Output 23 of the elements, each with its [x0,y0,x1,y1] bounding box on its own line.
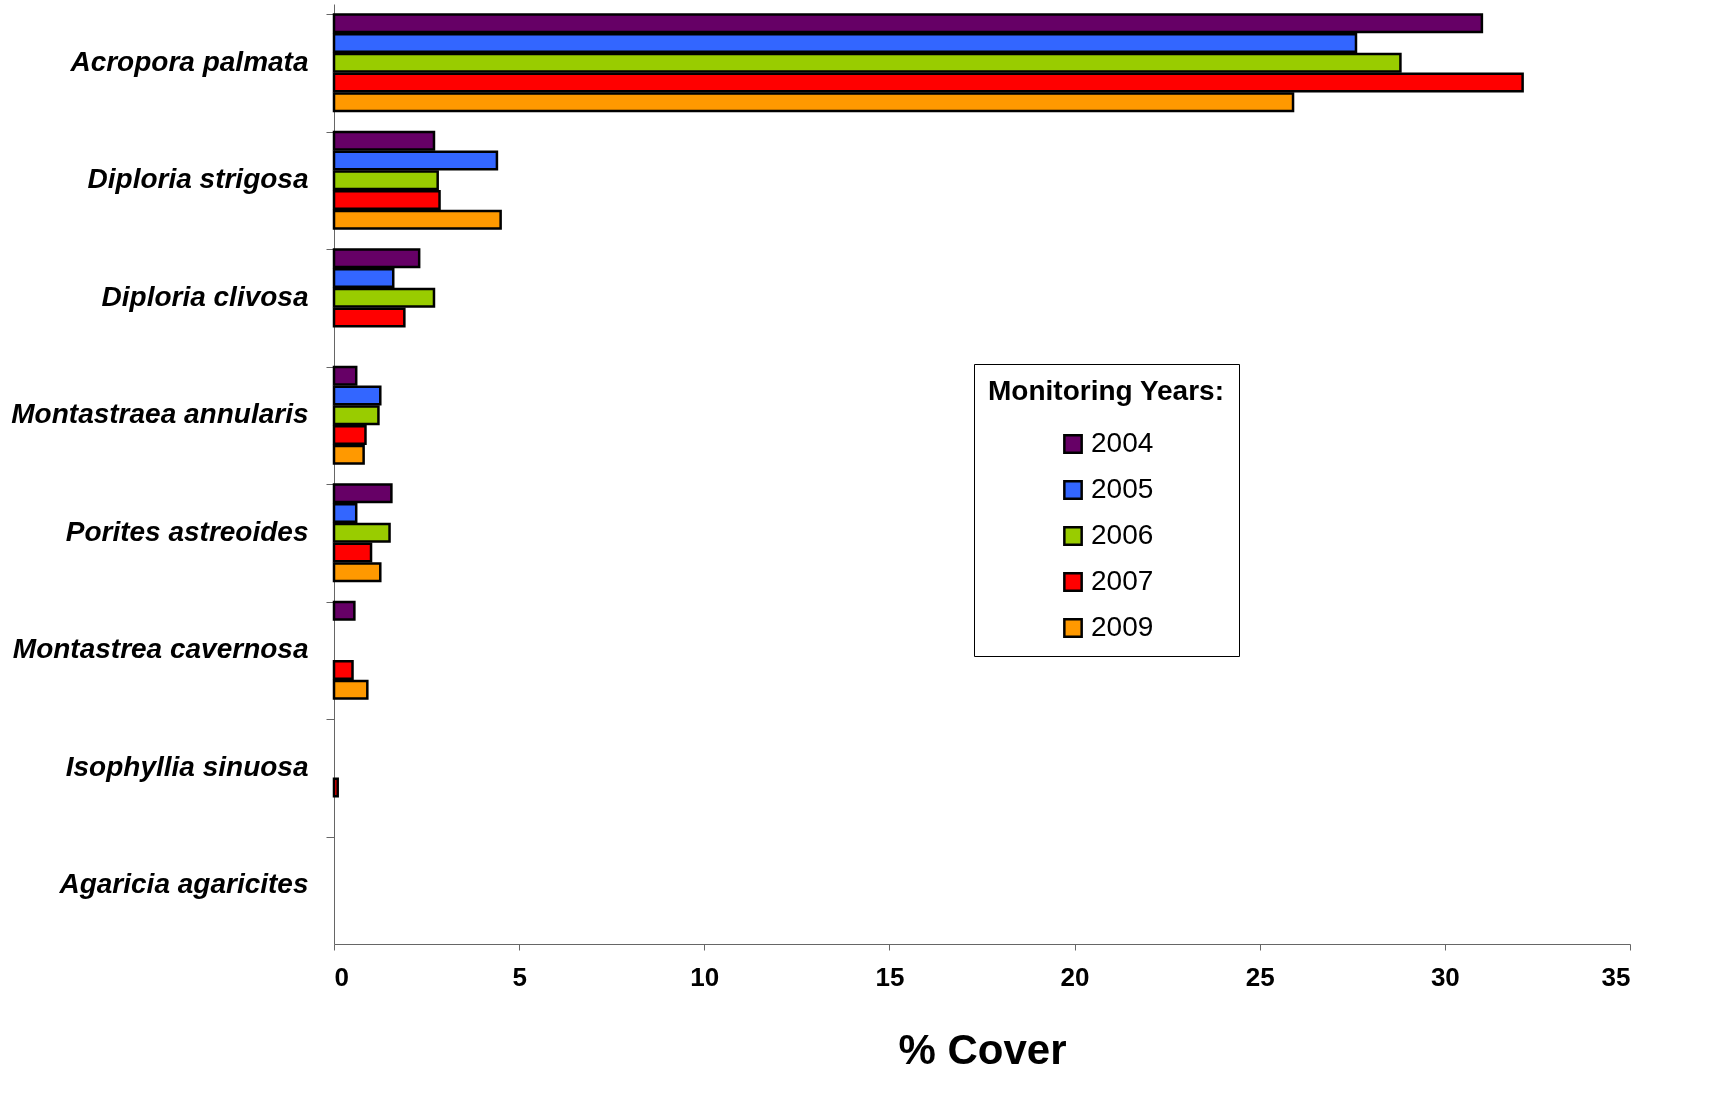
legend-label: 2005 [1091,473,1154,504]
y-tick-label: Porites astreoides [65,515,309,547]
x-tick-label: 15 [875,961,905,992]
y-tick-label: Montastrea cavernosa [12,633,309,665]
y-tick-label: Acropora palmata [69,45,309,77]
x-tick-label: 20 [1060,961,1090,992]
y-tick-label: Agaricia agaricites [58,868,309,900]
x-tick-label: 30 [1430,961,1460,992]
x-tick-label: 5 [512,961,527,992]
y-tick-label: Isophyllia sinuosa [65,750,309,782]
legend-title: Monitoring Years: [988,375,1224,406]
x-tick-label: 0 [334,961,349,992]
y-tick-label: Diploria strigosa [87,163,309,195]
y-tick-label: Montastraea annularis [11,398,309,430]
legend-label: 2007 [1091,565,1154,596]
legend-label: 2006 [1091,519,1154,550]
y-tick-label: Diploria clivosa [101,280,309,312]
legend-label: 2004 [1091,427,1154,458]
x-tick-label: 25 [1245,961,1275,992]
legend-label: 2009 [1091,611,1154,642]
x-tick-label: 10 [690,961,720,992]
x-tick-label: 35 [1601,961,1631,992]
x-axis-title: % Cover [898,1025,1067,1073]
